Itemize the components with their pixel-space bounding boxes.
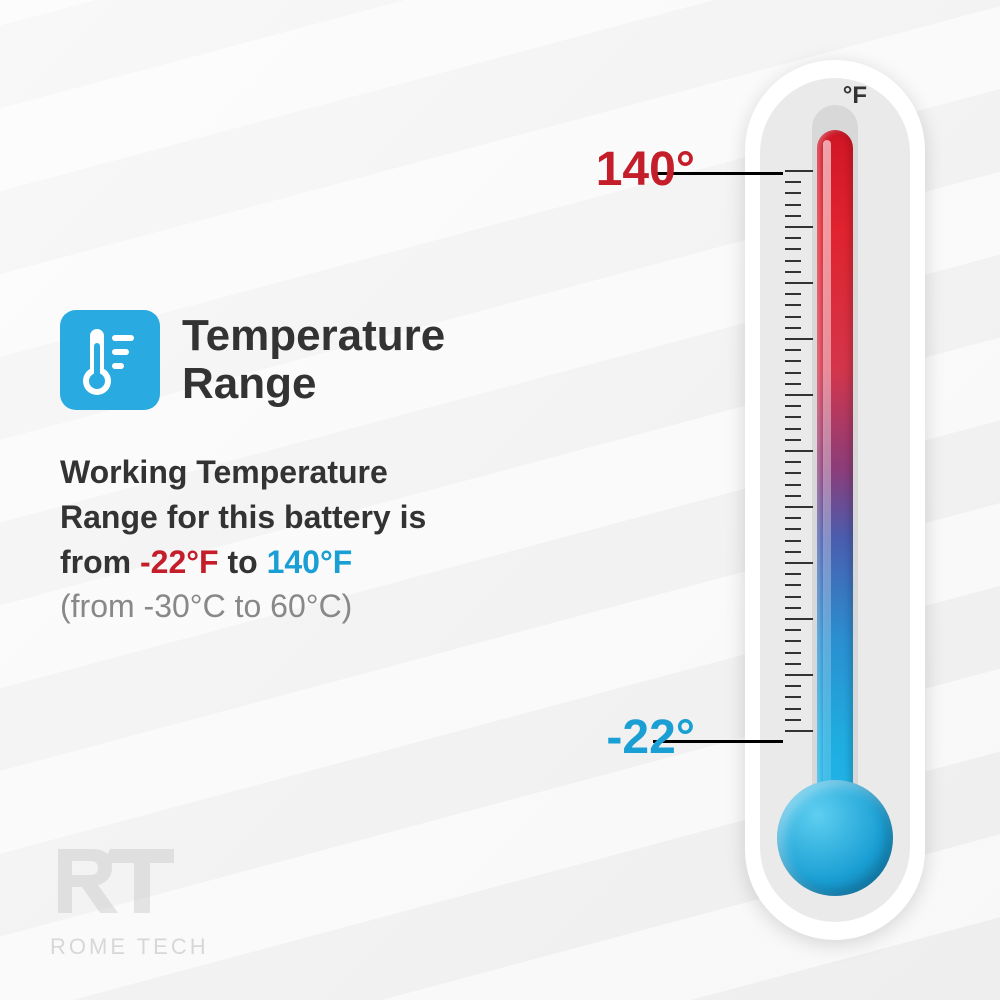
tick	[785, 260, 801, 262]
high-temp-label: 140°	[596, 142, 695, 197]
thermo-ticks	[785, 170, 815, 730]
tick	[785, 271, 801, 273]
thermometer: °F 140° -22°	[715, 60, 945, 940]
title-text: Temperature Range	[182, 311, 445, 408]
tick	[785, 282, 813, 284]
tick	[785, 484, 801, 486]
desc-prefix: from	[60, 544, 140, 580]
tick	[785, 405, 801, 407]
tick	[785, 596, 801, 598]
tick	[785, 663, 801, 665]
tick	[785, 428, 801, 430]
tick	[785, 316, 801, 318]
tick	[785, 450, 813, 452]
tick	[785, 506, 813, 508]
tick	[785, 696, 801, 698]
tick	[785, 248, 801, 250]
low-temp-label: -22°	[606, 710, 695, 765]
tick	[785, 360, 801, 362]
tick	[785, 416, 801, 418]
tick	[785, 629, 801, 631]
brand-logo: ROME TECH	[50, 841, 209, 960]
tick	[785, 293, 801, 295]
tick	[785, 708, 801, 710]
logo-name: ROME TECH	[50, 934, 209, 960]
tick	[785, 719, 801, 721]
thermo-fill	[817, 130, 853, 810]
cold-temp-text: -22°F	[140, 544, 219, 580]
tick	[785, 517, 801, 519]
tick	[785, 551, 801, 553]
tick	[785, 338, 813, 340]
tick	[785, 461, 801, 463]
tick	[785, 730, 813, 732]
tick	[785, 607, 801, 609]
tick	[785, 394, 813, 396]
title: Temperature Range	[182, 312, 560, 409]
desc-line2: Range for this battery is	[60, 499, 426, 535]
thermo-bulb	[777, 780, 893, 896]
tick	[785, 652, 801, 654]
tick	[785, 226, 813, 228]
desc-mid: to	[219, 544, 267, 580]
celsius-text: (from -30°C to 60°C)	[60, 588, 352, 624]
description: Working Temperature Range for this batte…	[60, 450, 560, 629]
infographic-container: Temperature Range Working Temperature Ra…	[0, 0, 1000, 1000]
hot-temp-text: 140°F	[267, 544, 353, 580]
tick	[785, 640, 801, 642]
logo-initials	[50, 841, 209, 930]
content-block: Temperature Range Working Temperature Ra…	[60, 310, 560, 629]
tick	[785, 372, 801, 374]
tick	[785, 562, 813, 564]
tick	[785, 573, 801, 575]
tick	[785, 495, 801, 497]
tick	[785, 618, 813, 620]
tick	[785, 540, 801, 542]
tick	[785, 528, 801, 530]
tick	[785, 685, 801, 687]
tick	[785, 192, 801, 194]
tick	[785, 349, 801, 351]
tick	[785, 439, 801, 441]
header-row: Temperature Range	[60, 310, 560, 410]
thermometer-icon	[60, 310, 160, 410]
tick	[785, 304, 801, 306]
tick	[785, 181, 801, 183]
desc-line1: Working Temperature	[60, 454, 388, 490]
tick	[785, 472, 801, 474]
tick	[785, 674, 813, 676]
tick	[785, 215, 801, 217]
unit-label: °F	[843, 82, 867, 110]
tick	[785, 327, 801, 329]
tick	[785, 584, 801, 586]
tick	[785, 204, 801, 206]
tick	[785, 170, 813, 172]
tick	[785, 237, 801, 239]
tick	[785, 383, 801, 385]
